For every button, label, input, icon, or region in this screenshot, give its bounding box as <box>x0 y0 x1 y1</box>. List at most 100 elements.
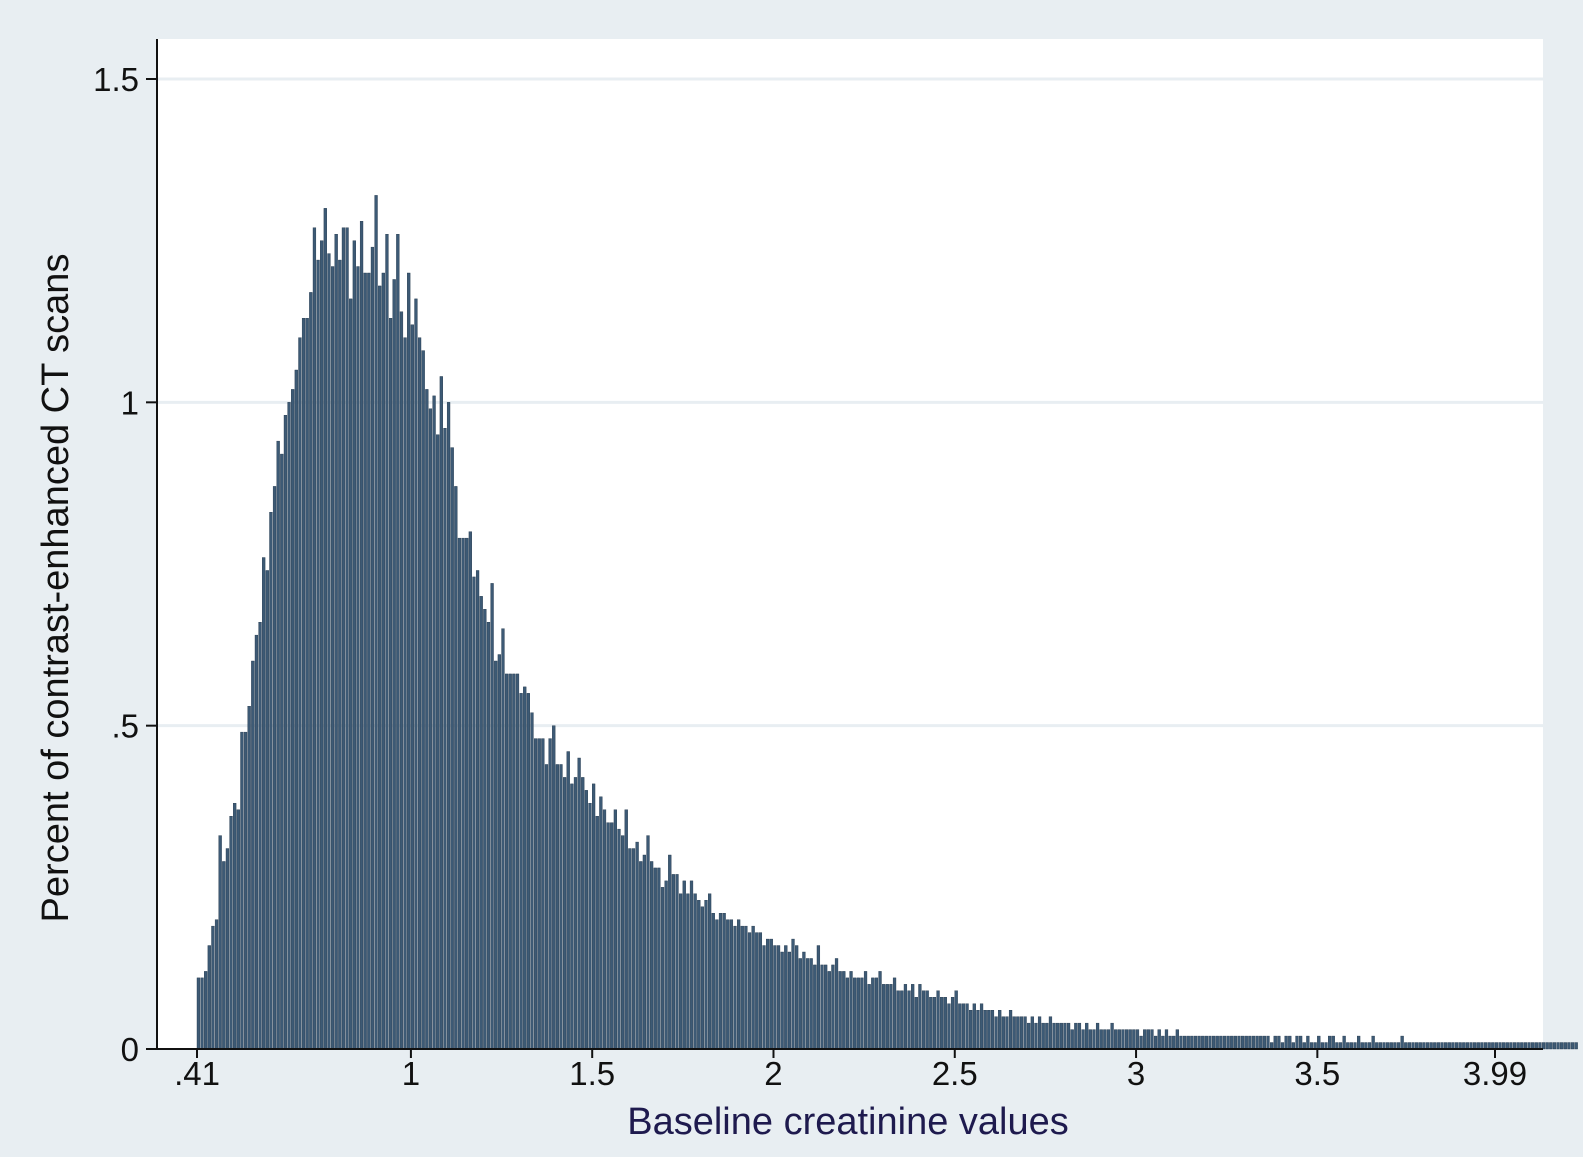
histogram-bar <box>958 1003 962 1050</box>
histogram-bar <box>802 951 806 1050</box>
histogram-bar <box>200 977 204 1050</box>
y-axis-ticks: 0 .5 1 1.5 <box>93 61 157 1068</box>
histogram-bar <box>1041 1022 1045 1050</box>
histogram-bar <box>1211 1035 1216 1050</box>
histogram-bar <box>214 919 219 1050</box>
histogram-bar <box>1262 1035 1266 1050</box>
histogram-bar <box>766 938 770 1050</box>
histogram-bar <box>813 964 817 1050</box>
x-tick-label: 1.5 <box>569 1055 615 1092</box>
histogram-bar <box>1117 1029 1121 1050</box>
histogram-bar <box>1016 1016 1020 1050</box>
histogram-bar <box>265 570 269 1050</box>
histogram-bar <box>1066 1022 1071 1050</box>
histogram-bar <box>965 1003 969 1050</box>
histogram-bar <box>834 958 839 1050</box>
histogram-bar <box>1045 1022 1049 1050</box>
histogram-bar <box>737 919 741 1050</box>
histogram-bar <box>1092 1029 1096 1050</box>
histogram-bar <box>809 958 813 1050</box>
histogram-bar <box>338 259 342 1050</box>
histogram-bar <box>1331 1035 1335 1050</box>
histogram-bar <box>258 622 262 1050</box>
histogram-bar <box>309 292 313 1050</box>
histogram-bar <box>900 990 904 1050</box>
histogram-bar <box>1570 1042 1575 1050</box>
histogram-bar <box>1106 1029 1111 1050</box>
histogram-bar <box>860 977 864 1050</box>
histogram-bar <box>798 958 802 1050</box>
histogram-bar <box>207 945 211 1050</box>
histogram-bar <box>566 751 570 1050</box>
histogram-bar <box>755 932 759 1050</box>
histogram-bar <box>1222 1035 1227 1050</box>
histogram-bar <box>845 977 850 1050</box>
histogram-bar <box>682 880 686 1050</box>
histogram-bar <box>399 311 404 1050</box>
histogram-bar <box>555 764 559 1050</box>
histogram-bar <box>577 757 581 1050</box>
histogram-bar <box>334 233 338 1050</box>
histogram-bar <box>599 796 603 1050</box>
histogram-bar <box>816 945 821 1050</box>
histogram-bar <box>341 227 346 1050</box>
histogram-bar <box>287 402 291 1050</box>
histogram-bar <box>1563 1042 1567 1050</box>
histogram-bar <box>903 984 908 1050</box>
histogram-bar <box>388 318 393 1050</box>
histogram-bar <box>512 673 516 1050</box>
histogram-bar <box>849 971 853 1050</box>
histogram-bar <box>272 486 277 1050</box>
histogram-bar <box>639 861 643 1050</box>
histogram-bar <box>1150 1029 1154 1050</box>
histogram-bar <box>932 997 937 1050</box>
histogram-bar <box>660 887 665 1050</box>
histogram-bar <box>236 809 240 1050</box>
histogram-bar <box>990 1010 995 1050</box>
x-axis-ticks: .41 1 1.5 2 2.5 3 3.5 3.99 <box>174 1049 1527 1092</box>
histogram-bar <box>863 971 868 1050</box>
histogram-bar <box>1251 1035 1256 1050</box>
histogram-bar <box>595 816 599 1050</box>
histogram-bar <box>320 240 324 1050</box>
histogram-bar <box>791 938 795 1050</box>
histogram-bar <box>370 246 375 1050</box>
histogram-bar <box>1103 1029 1107 1050</box>
histogram-bar <box>994 1016 998 1050</box>
histogram-bar <box>635 841 639 1050</box>
histogram-bar <box>1099 1029 1103 1050</box>
histogram-bar <box>925 990 929 1050</box>
histogram-bar <box>969 1010 973 1050</box>
histogram-bar <box>726 919 730 1050</box>
histogram-bar <box>1037 1016 1042 1050</box>
histogram-bar <box>878 971 882 1050</box>
histogram-bar <box>824 964 828 1050</box>
histogram-bar <box>650 861 654 1050</box>
histogram-bar <box>1208 1035 1212 1050</box>
histogram-bar <box>483 609 487 1050</box>
histogram-bar <box>1164 1029 1169 1050</box>
histogram-bar <box>392 279 396 1050</box>
histogram-bar <box>657 867 661 1050</box>
histogram-bar <box>1328 1035 1332 1050</box>
histogram-bar <box>1027 1022 1031 1050</box>
histogram-bar <box>617 828 621 1050</box>
histogram-bar <box>613 809 617 1050</box>
histogram-bar <box>715 919 719 1050</box>
histogram-bar <box>918 984 922 1050</box>
histogram-bar <box>1266 1035 1270 1050</box>
histogram-bar <box>414 298 418 1050</box>
x-tick-label: .41 <box>174 1055 220 1092</box>
histogram-bar <box>1277 1035 1281 1050</box>
histogram-bar <box>704 900 708 1050</box>
histogram-bar <box>827 971 831 1050</box>
histogram-bar <box>251 660 255 1050</box>
histogram-bar <box>439 376 443 1050</box>
histogram-bar <box>1179 1035 1183 1050</box>
histogram-bar <box>762 945 766 1050</box>
histogram-bar <box>646 835 650 1050</box>
histogram-bar <box>1175 1029 1179 1050</box>
histogram-bar <box>1299 1035 1303 1050</box>
